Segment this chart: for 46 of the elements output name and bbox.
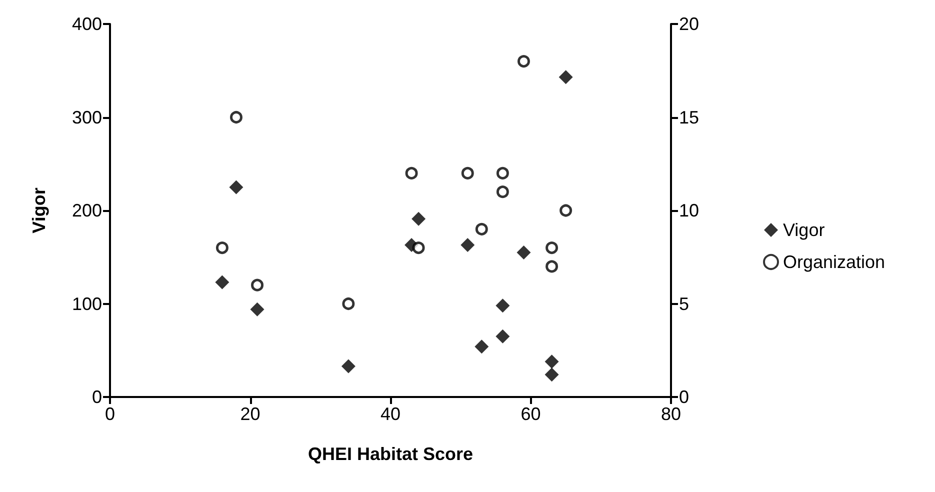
- point: [230, 111, 242, 124]
- point: [516, 245, 531, 260]
- y2-tick-label: 20: [679, 14, 700, 34]
- y-axis-title: Vigor: [29, 188, 49, 234]
- point: [475, 222, 488, 236]
- point: [518, 55, 530, 68]
- legend-label: Organization: [783, 252, 886, 272]
- point: [342, 298, 355, 310]
- y-tick-label: 100: [72, 294, 102, 314]
- point: [496, 166, 509, 180]
- point: [474, 340, 489, 354]
- point: [250, 302, 264, 316]
- x-tick-label: 80: [660, 404, 682, 424]
- legend-label: Vigor: [783, 220, 825, 240]
- point: [496, 298, 510, 313]
- point: [544, 354, 559, 369]
- x-tick-label: 40: [380, 404, 401, 424]
- point: [460, 238, 475, 252]
- point: [546, 242, 558, 254]
- point: [560, 204, 572, 217]
- point: [405, 166, 418, 180]
- point: [558, 70, 573, 84]
- point: [341, 359, 356, 374]
- point: [546, 260, 558, 273]
- y-tick-label: 200: [72, 200, 102, 220]
- point: [229, 180, 244, 194]
- x-tick-label: 20: [240, 404, 260, 424]
- point: [251, 278, 264, 292]
- x-axis-title: QHEI Habitat Score: [308, 444, 474, 464]
- y2-tick-label: 15: [679, 107, 700, 128]
- point: [412, 212, 426, 226]
- y-tick-label: 300: [72, 107, 102, 128]
- y-tick-label: 400: [72, 14, 102, 34]
- point: [412, 242, 425, 254]
- y2-tick-label: 10: [679, 200, 700, 220]
- point: [216, 242, 228, 254]
- x-tick-label: 60: [520, 404, 541, 424]
- x-tick-label: 0: [104, 404, 116, 424]
- point: [496, 329, 510, 344]
- y-tick-label: 0: [92, 387, 102, 407]
- y2-tick-label: 0: [679, 387, 690, 407]
- point: [215, 275, 230, 290]
- point: [461, 166, 474, 180]
- point: [496, 186, 509, 198]
- y2-tick-label: 5: [679, 294, 690, 314]
- point: [544, 368, 559, 382]
